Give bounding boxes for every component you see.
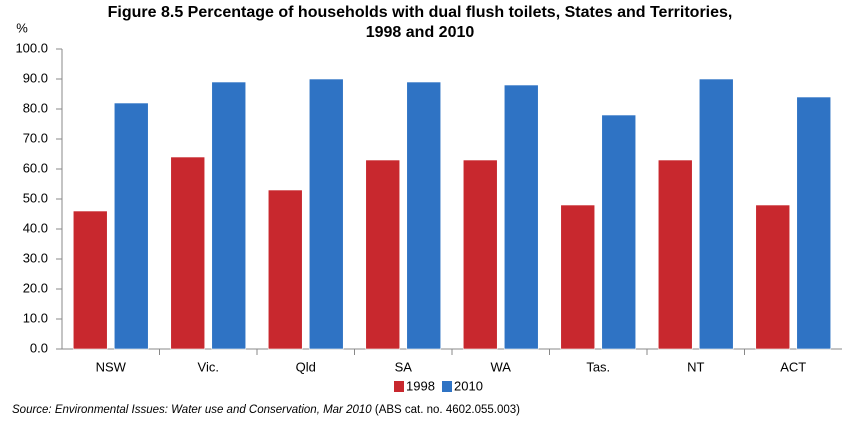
bar xyxy=(657,159,693,350)
legend-label: 2010 xyxy=(454,378,483,393)
bar xyxy=(170,156,206,350)
bar xyxy=(698,78,734,350)
y-tick-label: 0.0 xyxy=(30,340,48,355)
bar xyxy=(365,159,401,350)
y-axis-label: % xyxy=(16,20,28,35)
bar xyxy=(601,114,637,350)
chart-title: Figure 8.5 Percentage of households with… xyxy=(108,4,733,21)
x-tick-label: SA xyxy=(395,359,413,374)
y-tick-label: 20.0 xyxy=(23,280,48,295)
y-tick-label: 50.0 xyxy=(23,190,48,205)
source-note: Source: Environmental Issues: Water use … xyxy=(12,404,520,416)
bar xyxy=(113,102,149,350)
y-tick-label: 70.0 xyxy=(23,130,48,145)
bar xyxy=(755,204,791,350)
x-tick-label: NT xyxy=(687,359,704,374)
legend-label: 1998 xyxy=(406,378,435,393)
bar xyxy=(406,81,442,350)
x-tick-label: Vic. xyxy=(198,359,219,374)
bar xyxy=(462,159,498,350)
y-tick-label: 100.0 xyxy=(15,40,48,55)
source-italic: Source: Environmental Issues: Water use … xyxy=(12,404,372,416)
bar xyxy=(72,210,108,350)
x-tick-label: WA xyxy=(491,359,512,374)
y-tick-label: 10.0 xyxy=(23,310,48,325)
y-tick-label: 60.0 xyxy=(23,160,48,175)
bar xyxy=(211,81,247,350)
y-tick-label: 80.0 xyxy=(23,100,48,115)
legend-swatch xyxy=(442,381,452,392)
bar xyxy=(267,189,303,350)
x-tick-label: ACT xyxy=(780,359,806,374)
bar xyxy=(560,204,596,350)
chart-title: 1998 and 2010 xyxy=(366,24,475,41)
bar xyxy=(308,78,344,350)
y-tick-label: 40.0 xyxy=(23,220,48,235)
y-tick-label: 30.0 xyxy=(23,250,48,265)
x-tick-label: Tas. xyxy=(586,359,610,374)
x-tick-label: NSW xyxy=(96,359,127,374)
y-tick-label: 90.0 xyxy=(23,70,48,85)
source-normal: (ABS cat. no. 4602.055.003) xyxy=(372,404,520,416)
bar xyxy=(503,84,539,350)
legend-swatch xyxy=(394,381,404,392)
x-tick-label: Qld xyxy=(296,359,316,374)
bar xyxy=(796,96,832,350)
